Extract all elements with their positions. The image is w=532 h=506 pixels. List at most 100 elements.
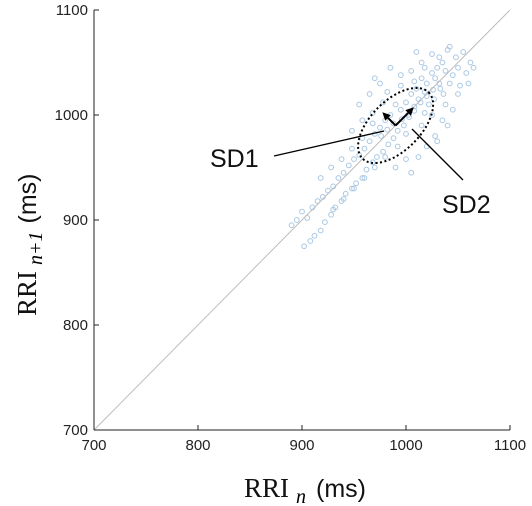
scatter-point: [418, 75, 425, 82]
scatter-point: [408, 169, 415, 176]
x-tick-label: 900: [289, 437, 314, 454]
x-tick-label: 700: [81, 437, 106, 454]
scatter-point: [432, 75, 439, 82]
scatter-point: [429, 51, 435, 57]
sd2-label: SD2: [442, 191, 491, 219]
scatter-point: [288, 222, 295, 229]
scatter-point: [442, 101, 449, 108]
scatter-point: [440, 91, 447, 97]
x-tick-label: 800: [185, 437, 210, 454]
scatter-point: [403, 156, 409, 163]
y-tick-label: 900: [63, 212, 88, 229]
scatter-point: [413, 85, 420, 92]
scatter-point: [356, 101, 363, 108]
scatter-point: [449, 106, 456, 113]
scatter-point: [429, 70, 435, 76]
scatter-point: [446, 43, 453, 50]
scatter-point: [373, 154, 380, 160]
scatter-point: [437, 85, 444, 92]
scatter-point: [321, 219, 328, 226]
scatter-point: [369, 120, 376, 127]
scatter-point: [467, 59, 474, 66]
scatter-point: [411, 103, 418, 110]
scatter-point: [382, 154, 389, 160]
scatter-point: [418, 122, 425, 129]
identity-line: [93, 9, 511, 431]
scatter-point: [328, 164, 335, 171]
scatter-point: [349, 145, 355, 152]
scatter-point: [398, 116, 405, 123]
scatter-point: [349, 185, 355, 192]
x-axis-label-unit: (ms): [316, 475, 366, 503]
x-tick-label: 1000: [389, 437, 422, 454]
scatter-point: [345, 162, 352, 169]
scatter-point: [338, 156, 345, 163]
scatter-point: [371, 75, 378, 82]
scatter-point: [349, 127, 355, 134]
scatter-point: [411, 78, 418, 85]
scatter-point: [408, 91, 415, 97]
scatter-point: [397, 82, 404, 89]
sd1-leader-line: [273, 130, 385, 157]
scatter-point: [470, 64, 477, 71]
scatter-point: [293, 217, 300, 223]
scatter-point: [403, 99, 409, 106]
scatter-point: [304, 215, 311, 221]
scatter-point: [390, 135, 397, 142]
sd1-arrow: [387, 117, 397, 127]
scatter-point: [455, 91, 461, 97]
scatter-point: [444, 122, 451, 129]
scatter-point: [449, 72, 456, 78]
scatter-point: [340, 196, 347, 202]
scatter-point: [359, 117, 366, 124]
scatter-point: [434, 138, 441, 145]
scatter-point: [351, 156, 357, 163]
points-layer: [288, 43, 477, 250]
sd1-arrowhead: [382, 112, 391, 121]
scatter-point: [301, 243, 307, 250]
scatter-point: [371, 164, 378, 171]
x-axis-label-main: RRI: [244, 473, 289, 503]
scatter-point: [434, 64, 441, 71]
y-tick-label: 800: [63, 317, 88, 334]
scatter-point: [431, 96, 437, 103]
scatter-point: [442, 68, 449, 74]
x-ticks: 700 800 900 1000 1100: [81, 425, 526, 454]
scatter-point: [423, 80, 430, 87]
sd1-label: SD1: [210, 145, 259, 173]
scatter-point: [377, 80, 383, 87]
scatter-point: [397, 106, 404, 113]
scatter-point: [394, 127, 401, 134]
scatter-point: [353, 180, 359, 187]
scatter-point: [392, 164, 399, 171]
scatter-point: [415, 154, 422, 160]
y-tick-label: 700: [63, 422, 88, 439]
scatter-point: [351, 185, 357, 192]
scatter-point: [446, 80, 453, 87]
y-tick-label: 1000: [55, 107, 88, 124]
y-axis-label-main: RRI: [12, 271, 42, 316]
scatter-point: [363, 166, 370, 173]
scatter-point: [463, 70, 470, 76]
scatter-point: [390, 120, 397, 127]
x-axis-label-sub: n: [296, 486, 306, 506]
y-axis-label-sub: n+1: [25, 231, 47, 265]
scatter-point: [384, 126, 391, 133]
scatter-point: [460, 49, 467, 55]
scatter-point: [340, 169, 347, 176]
scatter-point: [401, 122, 407, 129]
scatter-point: [307, 238, 314, 244]
scatter-point: [425, 101, 432, 108]
scatter-point: [335, 175, 342, 181]
scatter-point: [380, 99, 387, 106]
scatter-point: [366, 91, 373, 97]
scatter-point: [361, 145, 368, 152]
scatter-point: [317, 227, 324, 234]
scatter-point: [325, 187, 331, 194]
scatter-point: [366, 138, 373, 145]
scatter-point: [317, 175, 324, 181]
scatter-point: [453, 54, 459, 61]
sd-ellipse: [357, 86, 435, 165]
scatter-point: [299, 208, 305, 215]
scatter-point: [377, 124, 383, 131]
